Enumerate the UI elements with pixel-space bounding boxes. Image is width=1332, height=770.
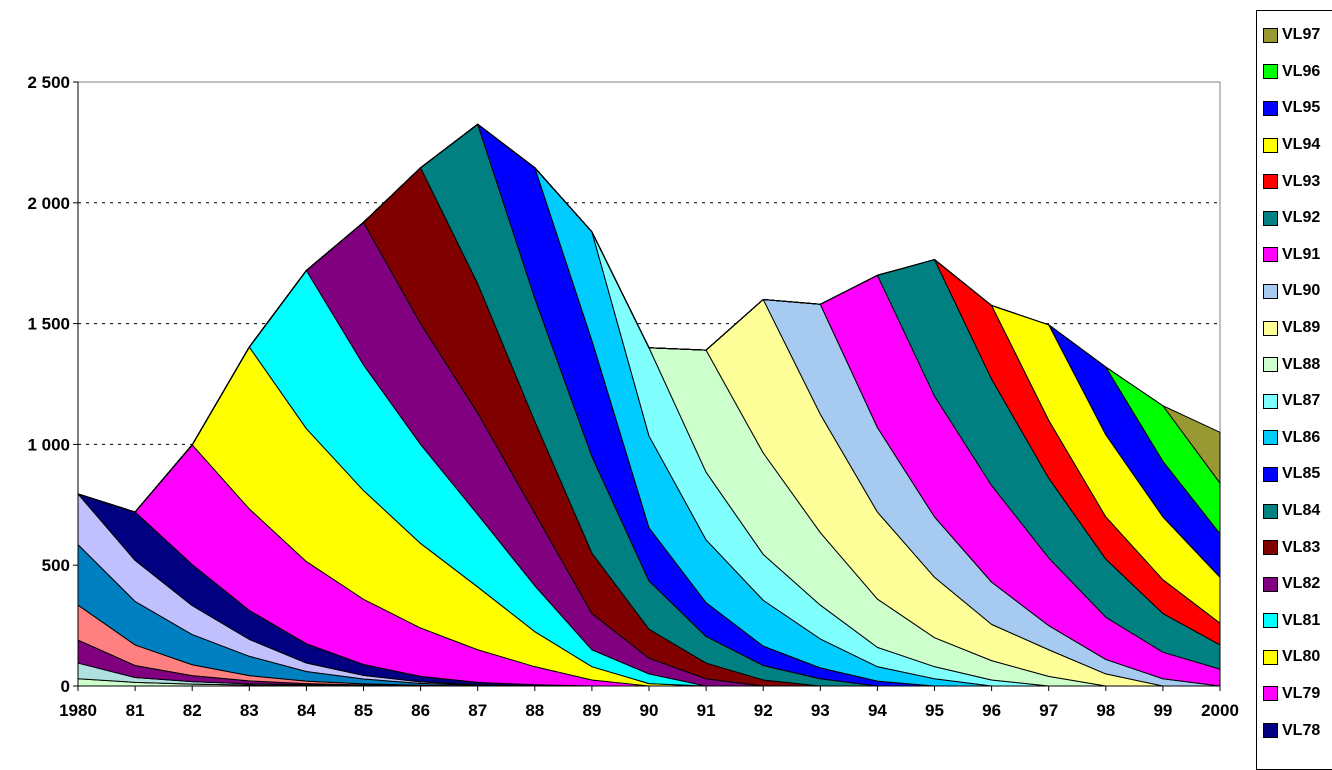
legend-label: VL95 xyxy=(1282,99,1321,117)
stacked-area-chart: 0 500 1 000 1 500 2 000 2 500 1980 81 82 83 84 85 86… xyxy=(27,73,1239,720)
y-tick-label: 2 500 xyxy=(27,73,70,92)
x-tick-label: 98 xyxy=(1096,701,1115,720)
legend-swatch xyxy=(1263,393,1278,409)
legend-item: VL84 xyxy=(1257,493,1332,530)
legend-label: VL88 xyxy=(1282,355,1321,373)
x-tick-label: 83 xyxy=(240,701,259,720)
legend-label: VL82 xyxy=(1282,575,1321,593)
legend-swatch xyxy=(1263,686,1278,702)
legend-swatch xyxy=(1263,320,1278,336)
legend-item: VL96 xyxy=(1257,54,1332,91)
x-tick-label: 95 xyxy=(925,701,944,720)
legend-item: VL82 xyxy=(1257,566,1332,603)
legend-swatch xyxy=(1263,210,1278,226)
legend-swatch xyxy=(1263,466,1278,482)
legend-item: VL80 xyxy=(1257,639,1332,676)
legend-label: VL81 xyxy=(1282,611,1321,629)
legend-label: VL97 xyxy=(1282,26,1321,44)
x-tick-label: 92 xyxy=(754,701,773,720)
legend-label: VL90 xyxy=(1282,282,1321,300)
legend-label: VL87 xyxy=(1282,392,1321,410)
legend-item: VL83 xyxy=(1257,529,1332,566)
x-tick-label: 94 xyxy=(868,701,887,720)
legend-item: VL88 xyxy=(1257,346,1332,383)
legend-label: VL91 xyxy=(1282,245,1321,263)
legend-label: VL94 xyxy=(1282,136,1321,154)
chart-legend: VL97 VL96 VL95 VL94 VL93 VL92 VL91 VL90 VL89 VL88… xyxy=(1256,10,1332,770)
legend-item: VL86 xyxy=(1257,420,1332,457)
legend-swatch xyxy=(1263,649,1278,665)
area-series-VL97 xyxy=(77,123,1221,513)
x-tick-label: 99 xyxy=(1153,701,1172,720)
legend-label: VL86 xyxy=(1282,428,1321,446)
legend-item: VL92 xyxy=(1257,200,1332,237)
legend-item: VL91 xyxy=(1257,237,1332,274)
legend-item: VL85 xyxy=(1257,456,1332,493)
y-tick-label: 2 000 xyxy=(27,194,70,213)
legend-item: VL95 xyxy=(1257,90,1332,127)
x-tick-label: 85 xyxy=(354,701,373,720)
x-tick-label: 84 xyxy=(297,701,316,720)
legend-swatch xyxy=(1263,247,1278,263)
y-tick-label: 1 500 xyxy=(27,315,70,334)
x-tick-label: 82 xyxy=(183,701,202,720)
legend-swatch xyxy=(1263,283,1278,299)
x-tick-label: 89 xyxy=(582,701,601,720)
legend-swatch xyxy=(1263,27,1278,43)
y-tick-label: 1 000 xyxy=(27,435,70,454)
legend-swatch xyxy=(1263,540,1278,556)
legend-label: VL93 xyxy=(1282,172,1321,190)
x-tick-label: 91 xyxy=(697,701,716,720)
legend-swatch xyxy=(1263,174,1278,190)
legend-label: VL80 xyxy=(1282,648,1321,666)
legend-label: VL89 xyxy=(1282,319,1321,337)
legend-label: VL79 xyxy=(1282,684,1321,702)
x-tick-label: 1980 xyxy=(59,701,97,720)
legend-item: VL97 xyxy=(1257,17,1332,54)
legend-swatch xyxy=(1263,357,1278,373)
legend-item: VL87 xyxy=(1257,383,1332,420)
x-tick-label: 88 xyxy=(525,701,544,720)
y-tick-label: 0 xyxy=(61,677,70,696)
y-tick-label: 500 xyxy=(42,556,70,575)
legend-label: VL84 xyxy=(1282,502,1321,520)
legend-swatch xyxy=(1263,64,1278,80)
legend-item: VL89 xyxy=(1257,310,1332,347)
legend-item: VL78 xyxy=(1257,712,1332,749)
x-tick-label: 2000 xyxy=(1201,701,1239,720)
legend-label: VL92 xyxy=(1282,209,1321,227)
legend-item: VL90 xyxy=(1257,273,1332,310)
legend-label: VL85 xyxy=(1282,465,1321,483)
x-tick-label: 81 xyxy=(126,701,145,720)
legend-swatch xyxy=(1263,576,1278,592)
legend-label: VL83 xyxy=(1282,538,1321,556)
legend-swatch xyxy=(1263,613,1278,629)
legend-swatch xyxy=(1263,430,1278,446)
legend-label: VL78 xyxy=(1282,721,1321,739)
legend-label: VL96 xyxy=(1282,62,1321,80)
legend-swatch xyxy=(1263,137,1278,153)
x-tick-label: 87 xyxy=(468,701,487,720)
legend-swatch xyxy=(1263,503,1278,519)
x-tick-label: 97 xyxy=(1039,701,1058,720)
x-tick-label: 93 xyxy=(811,701,830,720)
legend-swatch xyxy=(1263,723,1278,739)
x-tick-label: 90 xyxy=(640,701,659,720)
legend-item: VL79 xyxy=(1257,676,1332,713)
x-tick-label: 86 xyxy=(411,701,430,720)
legend-item: VL81 xyxy=(1257,603,1332,640)
legend-swatch xyxy=(1263,100,1278,116)
legend-item: VL93 xyxy=(1257,163,1332,200)
x-tick-label: 96 xyxy=(982,701,1001,720)
legend-item: VL94 xyxy=(1257,127,1332,164)
